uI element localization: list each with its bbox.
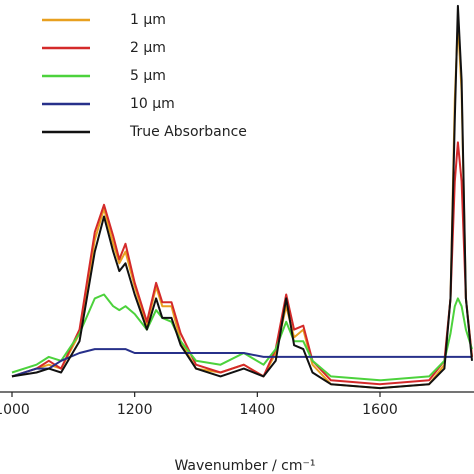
series-line	[11, 141, 473, 386]
legend-label: 5 µm	[130, 68, 166, 84]
series-line	[11, 348, 472, 378]
legend-label: 2 µm	[130, 40, 166, 56]
legend-label: 10 µm	[130, 96, 175, 112]
x-axis-label: Wavenumber / cm⁻¹	[174, 458, 315, 474]
x-tick-label: 1400	[240, 402, 276, 418]
x-tick-label: 1600	[362, 402, 398, 418]
legend-label: True Absorbance	[129, 124, 247, 140]
series-line	[11, 4, 473, 390]
x-tick-label: 1200	[117, 402, 153, 418]
legend-label: 1 µm	[130, 12, 166, 28]
